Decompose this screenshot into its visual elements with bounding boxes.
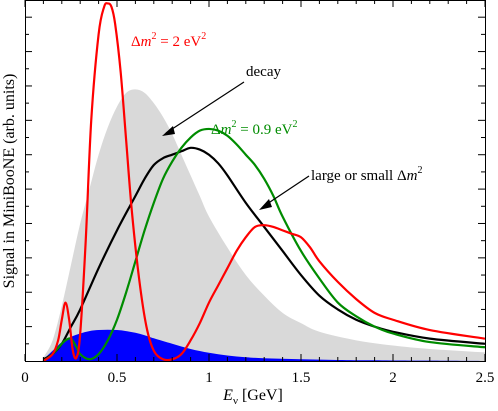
series-large-or-small: [42, 146, 486, 361]
ticks-layer: [24, 0, 486, 361]
x-tick-label: 2.5: [476, 370, 495, 386]
series-small-blue: [43, 329, 486, 361]
annotation-large-or-small: large or small Δm2: [311, 165, 422, 184]
x-axis-label: Eν [GeV]: [222, 387, 283, 407]
annotation-dm2-0.9: Δm2 = 0.9 eV2: [211, 119, 297, 138]
series-dm2-2: [42, 2, 486, 362]
decay-arrow-line: [165, 81, 245, 134]
large-small-arrow-line: [263, 175, 310, 207]
annotation-dm2-2: Δm2 = 2 eV2: [131, 31, 206, 50]
y-axis-label: Signal in MiniBooNE (arb. units): [1, 74, 18, 289]
large-small-arrow-head: [259, 199, 272, 210]
x-tick-label: 0.5: [108, 370, 127, 386]
series-decay-shaded: [43, 89, 486, 361]
decay-arrow-head: [162, 126, 175, 136]
x-tick-label: 1.5: [292, 370, 311, 386]
x-tick-label: 0: [21, 370, 29, 386]
plot-frame: [25, 0, 486, 362]
series-dm2-0.9: [42, 127, 486, 362]
tick-labels-layer: 0 0.5 1 1.5 2 2.5: [21, 370, 494, 386]
annotation-decay: decay: [246, 64, 281, 80]
x-tick-label: 1: [205, 370, 213, 386]
series-layer: [42, 2, 486, 362]
x-tick-label: 2: [389, 370, 397, 386]
